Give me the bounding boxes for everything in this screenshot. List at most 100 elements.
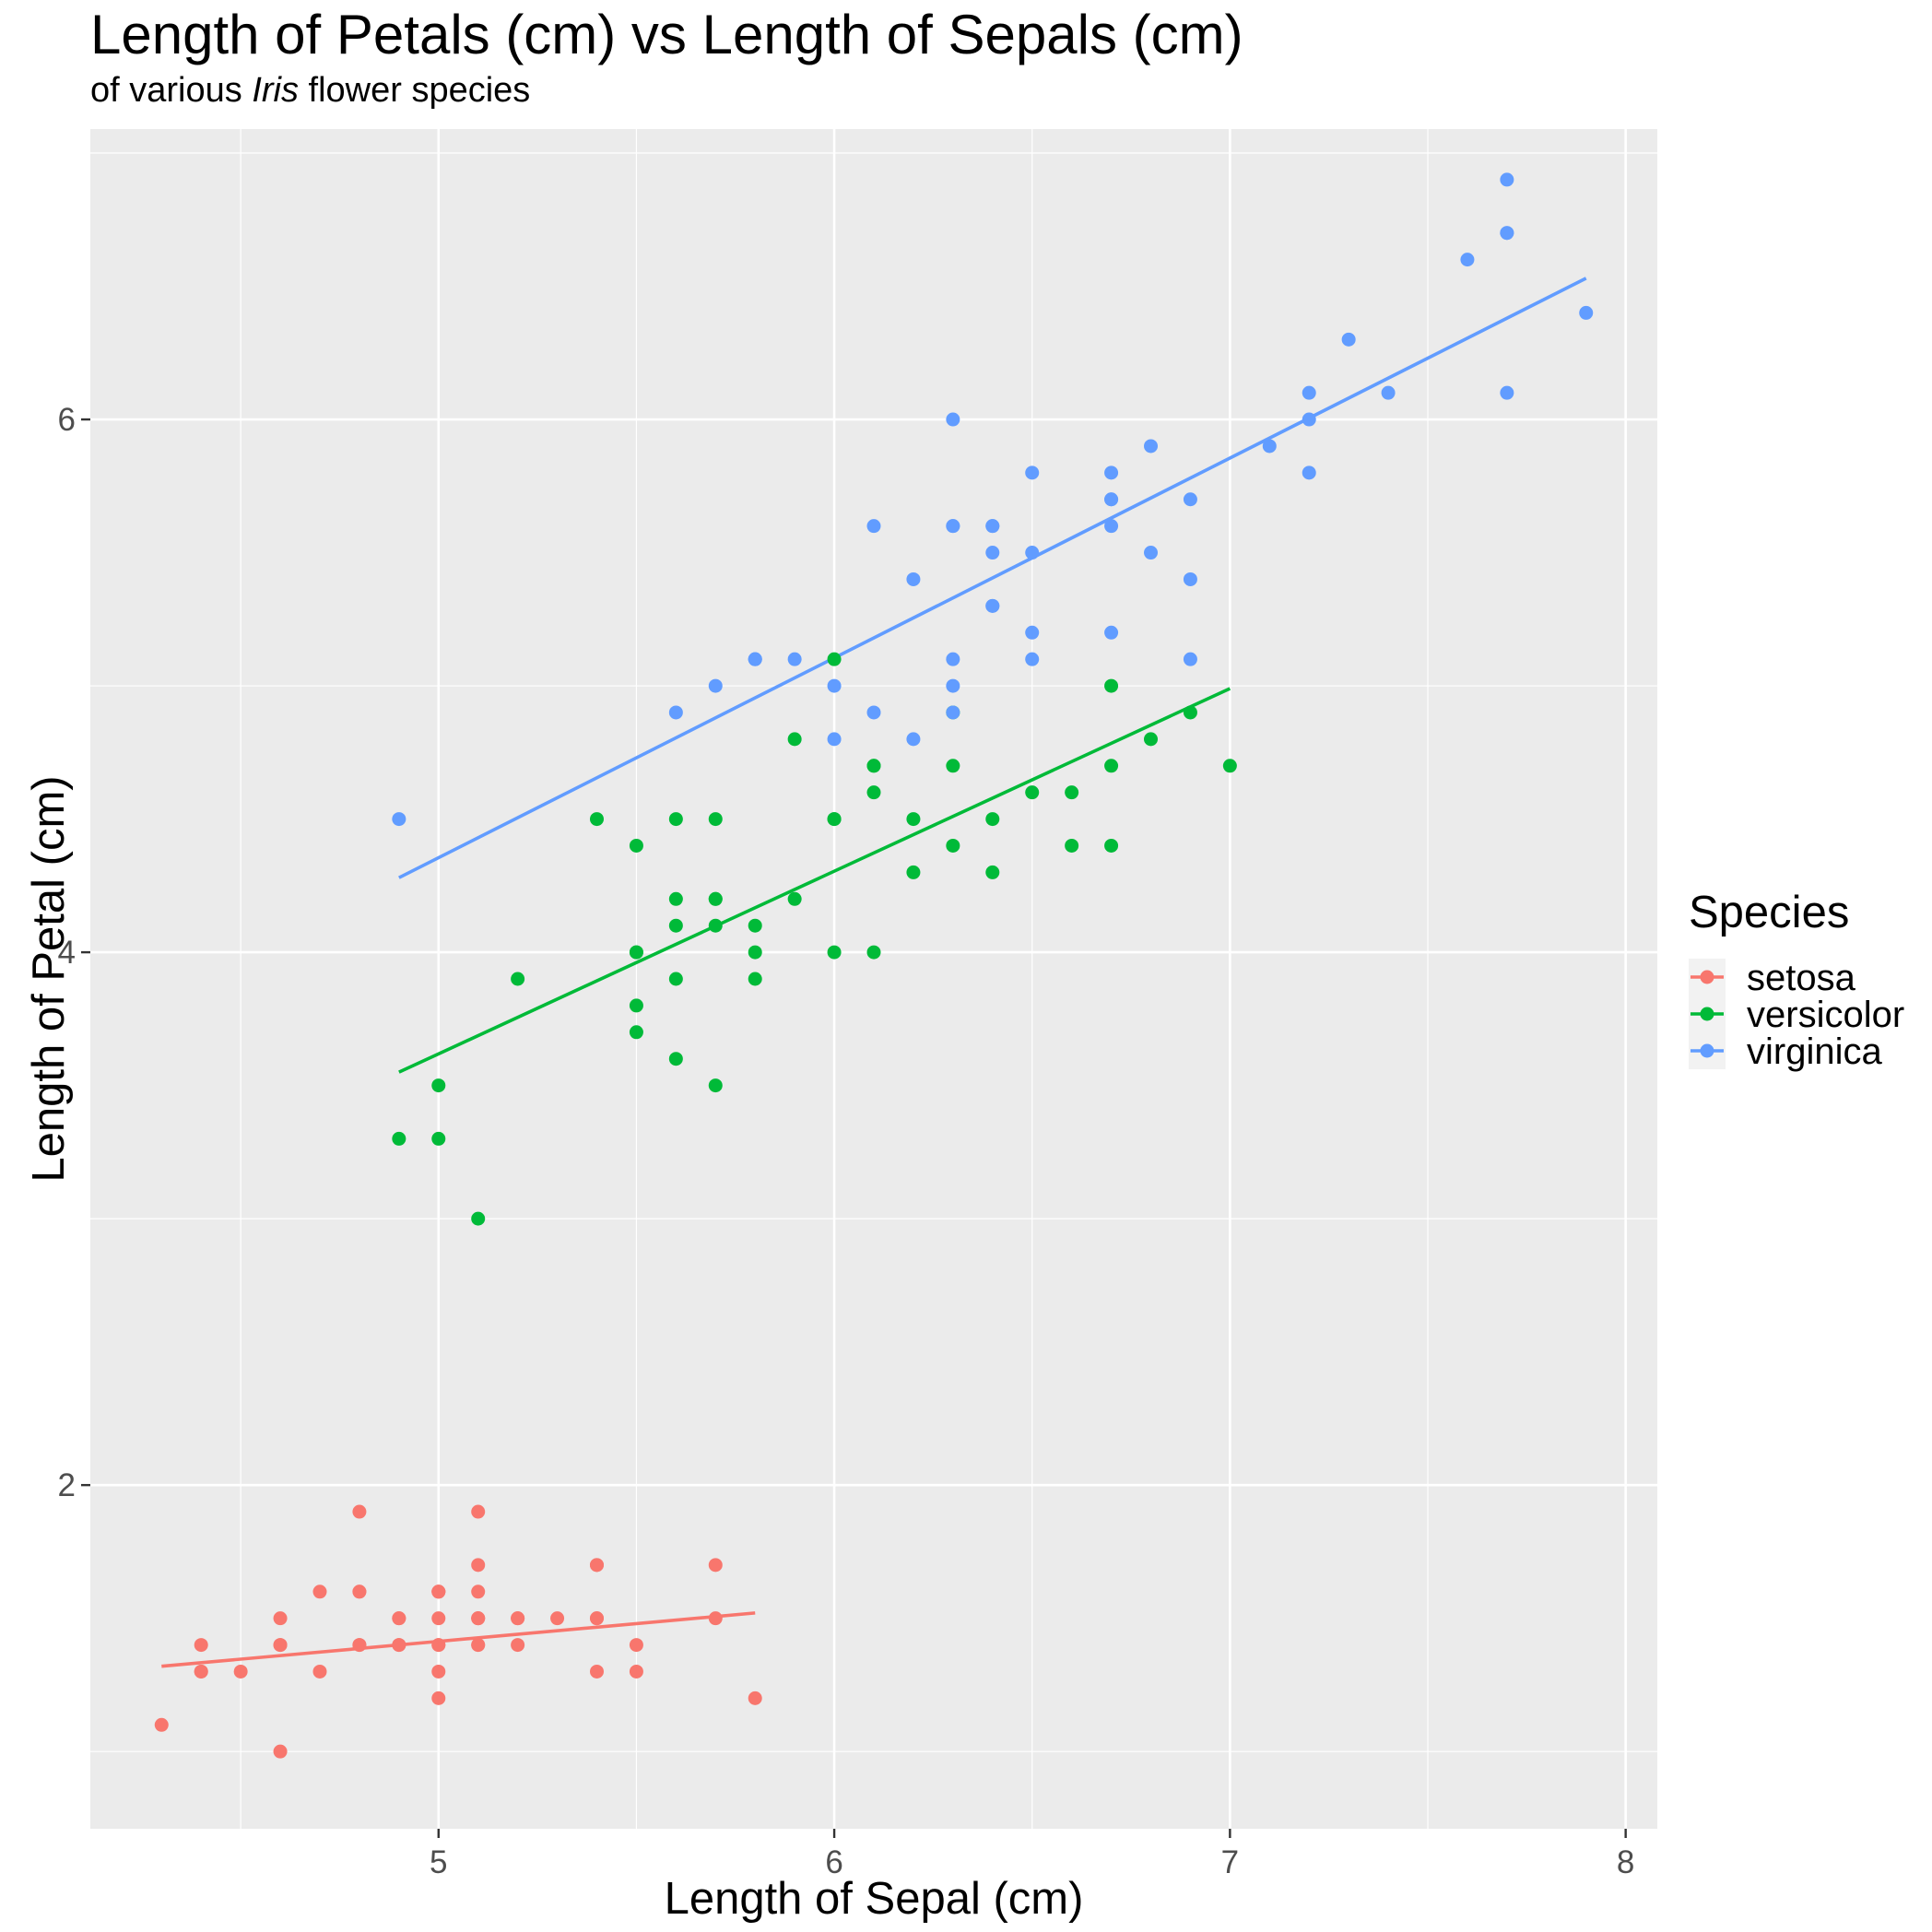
point-virginica [708,678,723,693]
legend-title: Species [1689,888,1849,937]
point-virginica [1500,226,1514,241]
point-versicolor [748,918,762,933]
point-setosa [273,1611,288,1626]
point-virginica [946,412,960,427]
point-setosa [589,1611,604,1626]
legend-label-versicolor: versicolor [1747,995,1904,1035]
point-virginica [668,705,683,720]
x-tick-label: 6 [825,1844,842,1880]
regression-lines [161,277,1587,1668]
point-virginica [1500,172,1514,187]
point-virginica [866,705,881,720]
point-versicolor [748,972,762,986]
point-versicolor [471,1211,486,1226]
point-setosa [471,1504,486,1519]
point-virginica [1104,625,1119,640]
point-setosa [471,1558,486,1573]
point-versicolor [946,759,960,773]
subtitle-text-post: flower species [298,71,531,110]
point-versicolor [1065,785,1079,800]
point-setosa [233,1664,248,1679]
point-versicolor [668,1052,683,1066]
point-setosa [629,1664,643,1679]
regression-line-virginica [398,277,1587,879]
legend-key-point-virginica [1700,1043,1714,1058]
point-versicolor [866,785,881,800]
point-virginica [1144,439,1159,454]
point-setosa [352,1504,367,1519]
legend-key-point-setosa [1700,970,1714,984]
point-virginica [1104,519,1119,534]
point-versicolor [946,838,960,853]
point-setosa [471,1584,486,1599]
point-versicolor [589,812,604,827]
point-versicolor [708,891,723,906]
point-versicolor [906,865,921,879]
point-virginica [946,678,960,693]
point-versicolor [708,918,723,933]
point-setosa [273,1638,288,1653]
point-setosa [589,1558,604,1573]
point-setosa [194,1638,208,1653]
point-virginica [985,598,1000,613]
point-setosa [511,1638,525,1653]
point-setosa [748,1690,762,1705]
point-setosa [431,1690,446,1705]
y-axis-ticks: 2 4 6 [58,402,90,1503]
regression-line-versicolor [398,687,1231,1074]
point-setosa [392,1638,406,1653]
point-virginica [1460,253,1475,267]
y-tick-label: 2 [58,1467,76,1503]
point-virginica [1302,385,1316,400]
point-setosa [431,1664,446,1679]
point-virginica [985,519,1000,534]
point-setosa [511,1611,525,1626]
point-setosa [471,1638,486,1653]
major-gridlines [90,129,1657,1829]
x-axis-ticks: 5 6 7 8 [430,1829,1634,1880]
point-virginica [1104,492,1119,507]
regression-line-setosa [161,1611,756,1668]
point-versicolor [1104,678,1119,693]
point-virginica [1025,625,1040,640]
point-virginica [1262,439,1277,454]
subtitle-text-pre: of various [90,71,253,110]
point-versicolor [431,1078,446,1093]
point-versicolor [1065,838,1079,853]
point-versicolor [827,945,842,960]
point-versicolor [708,812,723,827]
point-versicolor [1222,759,1237,773]
point-virginica [1500,385,1514,400]
point-virginica [1302,412,1316,427]
subtitle-text-italic: Iris [252,71,299,110]
point-versicolor [827,812,842,827]
point-setosa [352,1638,367,1653]
point-versicolor [431,1131,446,1146]
chart-subtitle: of various Iris flower species [90,70,530,112]
point-versicolor [1025,785,1040,800]
legend-label-setosa: setosa [1747,958,1856,998]
point-versicolor [748,945,762,960]
point-virginica [866,519,881,534]
point-versicolor [629,838,643,853]
x-tick-label: 5 [430,1844,447,1880]
point-versicolor [866,759,881,773]
point-setosa [589,1664,604,1679]
point-virginica [946,705,960,720]
point-virginica [1025,652,1040,666]
point-versicolor [668,891,683,906]
plot-panel [90,129,1657,1829]
y-tick-label: 6 [58,402,76,438]
point-versicolor [1104,759,1119,773]
y-tick-label: 4 [58,935,76,971]
point-setosa [550,1611,565,1626]
point-versicolor [668,972,683,986]
x-axis-title: Length of Sepal (cm) [665,1874,1084,1924]
point-setosa [352,1584,367,1599]
point-setosa [273,1744,288,1759]
y-axis-title: Length of Petal (cm) [24,775,74,1182]
point-versicolor [866,945,881,960]
data-points [154,172,1594,1759]
point-virginica [1341,332,1356,347]
